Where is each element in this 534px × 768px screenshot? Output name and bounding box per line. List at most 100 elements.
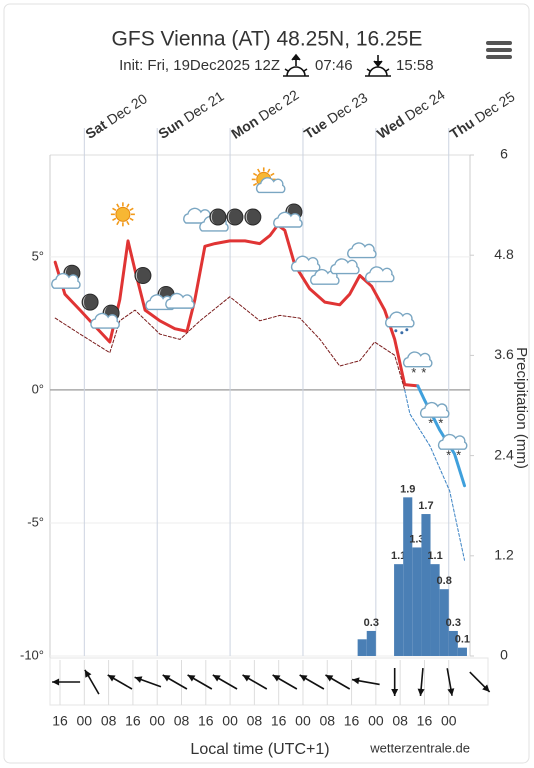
cloud [419,401,450,418]
precip-bar [357,639,367,656]
x-tick-label: 16 [417,713,433,729]
wind-arrow [187,674,213,690]
x-tick-label: 00 [222,713,238,729]
sun-ray [112,217,117,222]
sun-ray [252,172,258,177]
wind-head [162,675,171,682]
y2-tick-label: 1.2 [494,547,514,563]
rain-drop [394,329,398,333]
weather-symbol [244,208,262,226]
x-tick-label: 16 [52,713,68,729]
cloud [51,272,81,289]
precip-label: 1.9 [400,483,415,495]
moon-crescent [210,209,215,224]
weather-symbol [365,266,395,283]
temperature-line [416,384,466,488]
wind-head [52,678,60,686]
moon-crescent [227,209,232,224]
precip-bar [394,564,404,656]
wind-arrow [351,677,380,686]
y2-tick-label: 0 [500,647,508,663]
precip-bar [448,630,458,656]
rain-drop [405,328,409,332]
wind-arrow [446,668,455,696]
y2-tick-label: 4.8 [494,246,514,262]
moon-crescent [245,209,250,224]
precip-bar [439,589,449,656]
x-tick-label: 08 [319,713,335,729]
wind-head [187,675,196,682]
snow-flake: * [428,416,433,431]
cloud [165,292,195,309]
wind-arrow [84,669,100,695]
wind-arrow [299,674,325,690]
wind-head [107,675,116,682]
weather-symbol [273,203,303,228]
weather-symbol [226,208,244,226]
sun-ray [257,168,261,173]
precip-bar [403,497,413,656]
wind-arrow [212,674,238,690]
y-tick-label: 0° [32,381,44,396]
wind-head [299,675,308,682]
precip-bar [412,547,422,656]
wind-arrow [134,676,162,688]
wind-arrow [162,674,188,690]
sun-ray [126,203,130,208]
wind-head [242,675,251,682]
weather-symbol [385,311,415,335]
moon [244,208,262,226]
weather-symbol: * * [437,433,468,463]
x-tick-label: 16 [344,713,360,729]
x-tick-label: 00 [77,713,93,729]
wind-arrow [242,674,268,690]
wind-arrow [417,667,425,697]
cloud [437,433,468,450]
menu-button[interactable] [486,41,512,59]
precip-bar [430,564,440,656]
snow-flake: * [446,448,451,463]
moon-crescent [135,268,140,283]
weather-symbol [110,202,135,227]
precip-bar [366,630,376,656]
weather-symbol [290,255,321,272]
x-tick-label: 08 [392,713,408,729]
y2-tick-label: 3.6 [494,346,514,362]
wind-arrow [107,674,133,690]
y2-axis-label: Precipitation (mm) [513,347,530,469]
wind-head [391,689,399,696]
x-tick-label: 00 [149,713,165,729]
precip-bar [421,514,431,656]
snow-flake: * [438,416,443,431]
weather-symbol [81,293,99,311]
weather-symbol [51,264,81,289]
moon [226,208,244,226]
weather-symbol [251,167,286,194]
x-tick-label: 16 [125,713,141,729]
wind-head [134,676,143,683]
cloud [90,312,120,329]
weather-symbol [209,208,227,226]
y-tick-label: -5° [27,514,44,529]
cloud [273,211,303,228]
cloud [365,266,395,283]
precip-label: 1.1 [391,550,406,562]
sun-ray [252,182,258,187]
subtitle: Init: Fri, 19Dec2025 12Z [119,57,280,74]
dewpoint-line [404,389,465,561]
x-tick-label: 00 [368,713,384,729]
sunrise-icon [283,53,309,77]
cloud [255,177,286,194]
x-tick-label: 08 [174,713,190,729]
weather-symbol [90,304,120,329]
sun-ray [126,220,130,226]
weather-symbol [165,292,195,309]
wind-arrow [391,668,399,696]
weather-symbol [347,242,377,259]
y-tick-label: -10° [20,647,44,662]
sun-ray [129,207,134,212]
x-tick-label: 16 [198,713,214,729]
y-tick-label: 5° [32,248,44,263]
moon [134,267,152,285]
